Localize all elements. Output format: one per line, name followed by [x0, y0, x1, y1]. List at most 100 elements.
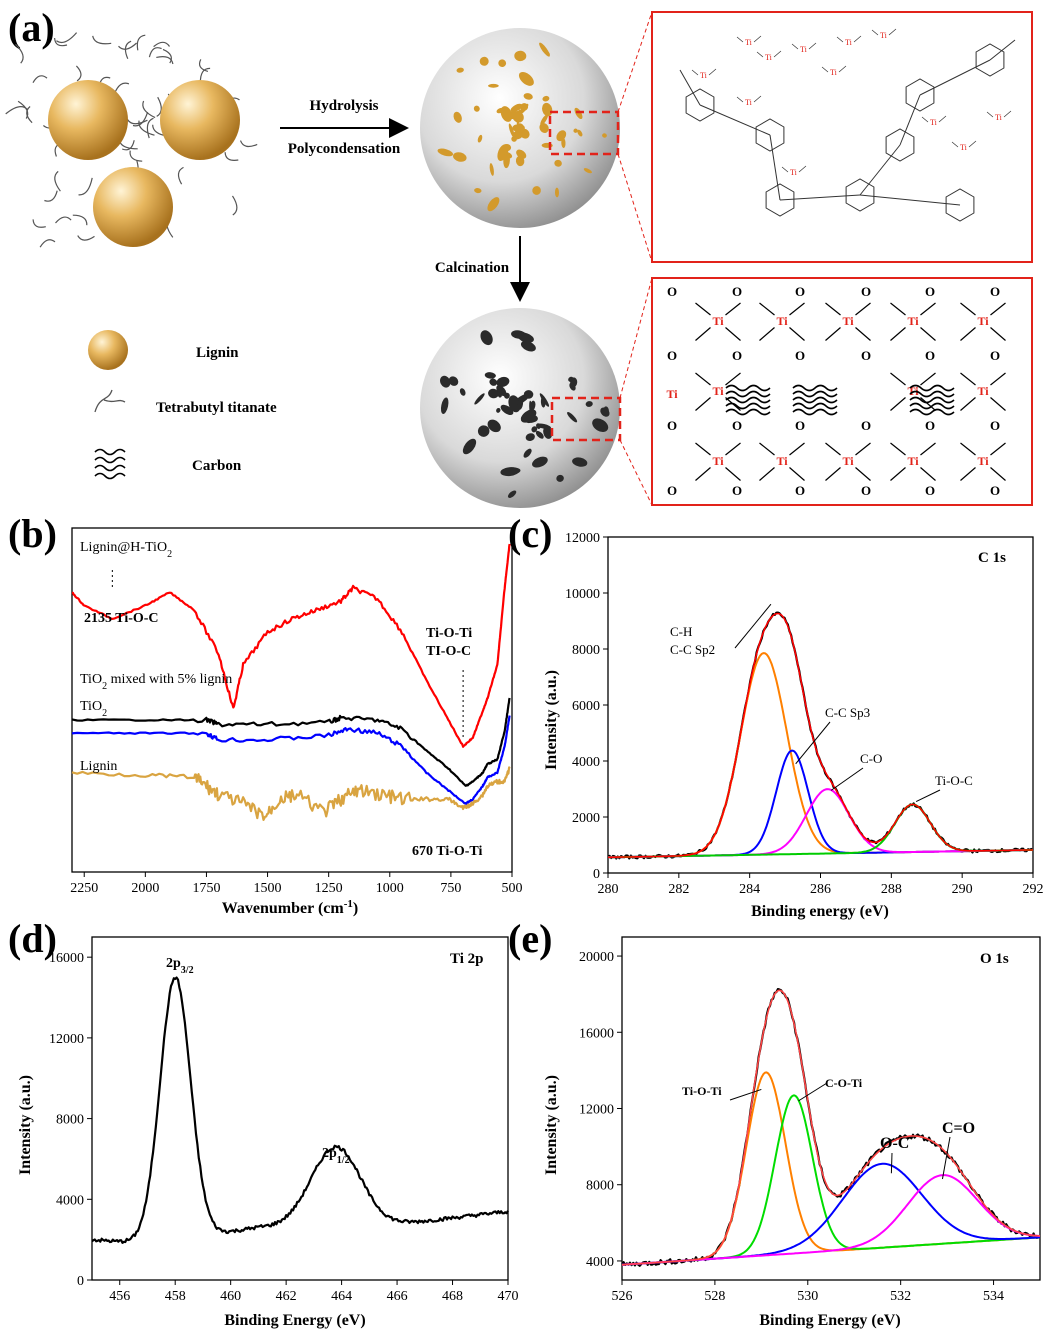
- y-tick-label: 16000: [579, 1026, 614, 1041]
- o-atom-label: O: [667, 418, 677, 433]
- chart-e: 526 528 530 532 534 4000 8000 12000 16000 20000 Ti…: [543, 936, 1041, 1329]
- peak-label-c-o-ti: C-O-Ti: [825, 1076, 863, 1090]
- o-atom-label: O: [795, 483, 805, 498]
- peak-label-ti-o-ti: Ti-O-Ti: [682, 1084, 722, 1098]
- series-line-2: [71, 715, 511, 805]
- o-atom-label: O: [925, 348, 935, 363]
- molecular-structure: Ti Ti Ti Ti Ti Ti Ti Ti Ti Ti Ti Ti: [679, 28, 1016, 222]
- panel-label-d: (d): [8, 916, 57, 961]
- x-axis-label-e: Binding Energy (eV): [759, 1312, 900, 1329]
- o-atom-label: O: [861, 348, 871, 363]
- zoom-box: [550, 396, 622, 442]
- plot-frame: [91, 936, 509, 1281]
- ti-atom-label: Ti: [907, 454, 919, 468]
- x-tick-label: 290: [952, 882, 973, 897]
- lignin-sphere: [160, 80, 240, 160]
- series-label-tio2: TiO2: [80, 699, 107, 719]
- y-tick-label: 4000: [586, 1255, 614, 1270]
- o-atom-label: O: [925, 483, 935, 498]
- carbon-wave: [909, 396, 955, 404]
- x-tick-label: 284: [739, 882, 760, 897]
- carbon-wave: [909, 390, 955, 398]
- annotation-ti-o-ti: Ti-O-Ti: [426, 626, 472, 641]
- carbon-wave: [725, 396, 771, 404]
- peak-label-c-c-sp2: C-C Sp2: [670, 642, 715, 657]
- callout-line: [798, 1082, 828, 1102]
- pores: [440, 330, 610, 498]
- callout-line: [830, 767, 864, 791]
- ti-atom-label: Ti: [712, 384, 724, 398]
- x-tick-label: 464: [331, 1289, 352, 1304]
- scheme-a: Hydrolysis Polycondensation Calcination …: [5, 11, 1033, 508]
- x-tick-label: 1500: [254, 881, 282, 896]
- y-tick-label: 4000: [572, 755, 600, 770]
- carbon-wave: [792, 408, 838, 416]
- carbon-wave: [792, 402, 838, 410]
- fit-envelope: [608, 612, 1034, 859]
- plot-frame: [71, 527, 513, 873]
- ti-atom-label: Ti: [845, 38, 853, 47]
- callout-line: [915, 789, 941, 803]
- y-tick-label: 4000: [56, 1193, 84, 1208]
- carbon-wave: [725, 408, 771, 416]
- o-atom-label: O: [990, 284, 1000, 299]
- x-tick-label: 458: [165, 1289, 186, 1304]
- series-line-1: [71, 697, 511, 787]
- carbon-wave: [725, 390, 771, 398]
- panel-label-c: (c): [508, 511, 553, 556]
- ti-atom-label: Ti: [960, 143, 968, 152]
- peak-label-c-h: C-H: [670, 624, 692, 639]
- x-tick-label: 530: [797, 1289, 818, 1304]
- y-tick-label: 12000: [49, 1032, 84, 1047]
- carbon-wave: [792, 390, 838, 398]
- x-tick-label: 528: [704, 1289, 725, 1304]
- ti-atom-label: Ti: [880, 31, 888, 40]
- title-e: O 1s: [980, 951, 1009, 967]
- ti-atom-label: Ti: [907, 384, 919, 398]
- x-tick-label: 500: [502, 881, 523, 896]
- ti-atom-label: Ti: [790, 168, 798, 177]
- o-atom-label: O: [667, 483, 677, 498]
- x-tick-label: 2250: [70, 881, 98, 896]
- ti-atom-label: Ti: [995, 113, 1003, 122]
- fit-peak-3: [621, 1174, 1041, 1266]
- y-tick-label: 0: [593, 867, 600, 882]
- peak-label-ti-o-c: Ti-O-C: [935, 773, 973, 788]
- x-tick-label: 1750: [192, 881, 220, 896]
- arrow-label-polycondensation: Polycondensation: [288, 141, 401, 157]
- title-d: Ti 2p: [450, 951, 484, 967]
- lignin-sphere: [48, 80, 128, 160]
- o-atom-label: O: [732, 418, 742, 433]
- ti-atom-label: Ti: [930, 118, 938, 127]
- wavy-strand-icon: [94, 389, 126, 413]
- o-atom-label: O: [732, 284, 742, 299]
- fit-peak-1: [608, 749, 1034, 859]
- callout-line: [795, 721, 831, 765]
- x-tick-label: 288: [881, 882, 902, 897]
- ti-atom-label: Ti: [712, 314, 724, 328]
- x-tick-label: 750: [440, 881, 461, 896]
- x-tick-label: 286: [810, 882, 831, 897]
- ti-atom-label: Ti: [700, 71, 708, 80]
- x-tick-label: 532: [890, 1289, 911, 1304]
- o-atom-label: O: [861, 483, 871, 498]
- carbon-wave: [725, 384, 771, 392]
- lignin-sphere: [93, 167, 173, 247]
- o-atom-label: O: [795, 284, 805, 299]
- x-tick-label: 1000: [376, 881, 404, 896]
- peak-label-c-c-sp3: C-C Sp3: [825, 705, 870, 720]
- ti-atom-label: Ti: [842, 454, 854, 468]
- x-axis-label-c: Binding energy (eV): [751, 903, 889, 920]
- raw-spectrum: [621, 987, 1041, 1267]
- x-tick-label: 282: [668, 882, 689, 897]
- y-axis-label-e: Intensity (a.u.): [543, 1075, 560, 1175]
- peak-label-2p12: 2p1/2: [322, 1146, 350, 1166]
- o-atom-label: O: [732, 348, 742, 363]
- chart-b: 2250 2000 1750 1500 1250 1000 750 500 Lignin@H-…: [70, 527, 523, 917]
- o-atom-label: O: [925, 284, 935, 299]
- legend-label-carbon: Carbon: [192, 458, 242, 474]
- lattice-box: [651, 277, 1033, 506]
- o-atom-label: O: [667, 284, 677, 299]
- x-tick-label: 1250: [315, 881, 343, 896]
- carbon-wave: [792, 396, 838, 404]
